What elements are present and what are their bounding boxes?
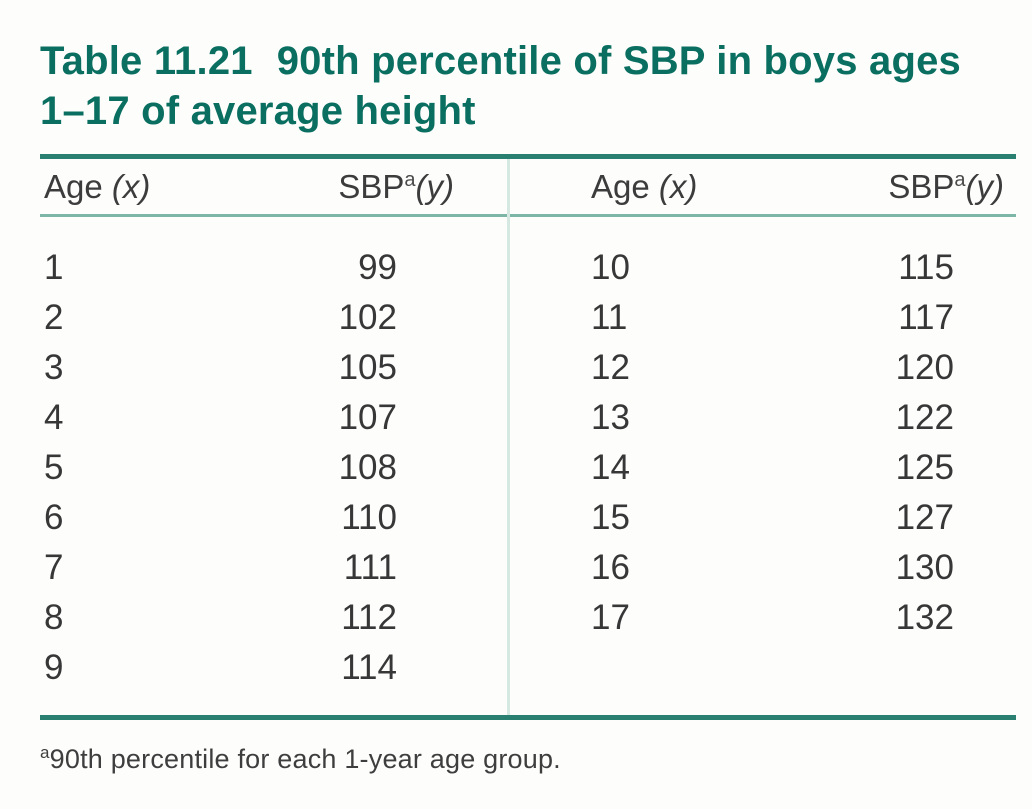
age-variable: (x): [658, 167, 698, 205]
age-variable: (x): [111, 167, 151, 205]
table-title: Table 11.21 90th percentile of SBP in boy…: [40, 36, 1016, 136]
sbp-value: 110: [341, 498, 397, 537]
age-value: 12: [591, 348, 630, 387]
table-row: 15 127: [510, 493, 1016, 543]
table-row: 14 125: [510, 443, 1016, 493]
column-header-sbp: SBPa(y): [338, 167, 454, 205]
sbp-value: 115: [898, 248, 954, 287]
sbp-value: 112: [341, 598, 397, 637]
sbp-value: 125: [895, 448, 954, 487]
sbp-value: 117: [898, 298, 954, 337]
column-header-sbp: SBPa(y): [888, 167, 1004, 205]
age-value: 14: [591, 448, 630, 487]
age-value: 3: [44, 348, 64, 387]
table-row: 8 112: [40, 593, 507, 643]
table-row: 10 115: [510, 243, 1016, 293]
age-value: 1: [44, 248, 64, 287]
table-body-right: 10 115 11 117 12 120 13 122 14 125 15 127 16 13…: [510, 217, 1016, 665]
sbp-value: 127: [895, 498, 954, 537]
table-footnote: a90th percentile for each 1-year age gro…: [40, 744, 1016, 775]
table-left-half: Age (x) SBPa(y) 1 99 2 102 3 105 4 107 5 108 …: [40, 159, 510, 715]
sbp-value: 132: [895, 598, 954, 637]
footnote-marker: a: [40, 743, 50, 762]
sbp-value: 120: [895, 348, 954, 387]
table-row: 11 117: [510, 293, 1016, 343]
column-header-age: Age (x): [591, 167, 698, 205]
table-title-line1: Table 11.21 90th percentile of SBP in boy…: [40, 36, 1016, 86]
table-row: 16 130: [510, 543, 1016, 593]
sbp-variable: (y): [415, 167, 454, 205]
table-row: 2 102: [40, 293, 507, 343]
footnote-text: 90th percentile for each 1-year age grou…: [49, 744, 561, 774]
table-right-half: Age (x) SBPa(y) 10 115 11 117 12 120 13 122 …: [510, 159, 1016, 715]
table-row: 12 120: [510, 343, 1016, 393]
table-title-text: 90th percentile of SBP in boys ages: [276, 39, 961, 83]
sbp-footnote-marker: a: [404, 168, 416, 191]
age-value: 17: [591, 598, 630, 637]
table-body-left: 1 99 2 102 3 105 4 107 5 108 6 110 7 111 8 112 9…: [40, 217, 507, 715]
sbp-value: 114: [341, 648, 397, 687]
sbp-footnote-marker: a: [954, 168, 966, 191]
age-value: 7: [44, 548, 64, 587]
age-value: 4: [44, 398, 64, 437]
table-row: 1 99: [40, 243, 507, 293]
sbp-value: 111: [343, 548, 397, 587]
age-value: 2: [44, 298, 64, 337]
table-row: 3 105: [40, 343, 507, 393]
table-row: 4 107: [40, 393, 507, 443]
sbp-value: 107: [338, 398, 397, 437]
age-value: 10: [591, 248, 630, 287]
sbp-value: 122: [895, 398, 954, 437]
column-header-age: Age (x): [44, 167, 151, 205]
age-value: 5: [44, 448, 64, 487]
age-value: 8: [44, 598, 64, 637]
table-header-right: Age (x) SBPa(y): [510, 159, 1016, 217]
age-value: 13: [591, 398, 630, 437]
table-number: Table 11.21: [40, 39, 253, 83]
sbp-table: Age (x) SBPa(y) 1 99 2 102 3 105 4 107 5 108 …: [40, 154, 1016, 720]
sbp-value: 130: [895, 548, 954, 587]
age-value: 11: [591, 298, 628, 337]
table-row: 13 122: [510, 393, 1016, 443]
age-value: 9: [44, 648, 64, 687]
table-header-left: Age (x) SBPa(y): [40, 159, 507, 217]
age-value: 15: [591, 498, 630, 537]
table-row: 7 111: [40, 543, 507, 593]
sbp-value: 105: [338, 348, 397, 387]
sbp-variable: (y): [965, 167, 1004, 205]
table-row: 17 132: [510, 593, 1016, 643]
table-row: 9 114: [40, 643, 507, 693]
age-value: 6: [44, 498, 64, 537]
age-value: 16: [591, 548, 630, 587]
sbp-value: 99: [358, 248, 397, 287]
sbp-value: 102: [338, 298, 397, 337]
table-row: 5 108: [40, 443, 507, 493]
sbp-value: 108: [338, 448, 397, 487]
table-title-line2: 1–17 of average height: [40, 89, 476, 133]
table-row: 6 110: [40, 493, 507, 543]
